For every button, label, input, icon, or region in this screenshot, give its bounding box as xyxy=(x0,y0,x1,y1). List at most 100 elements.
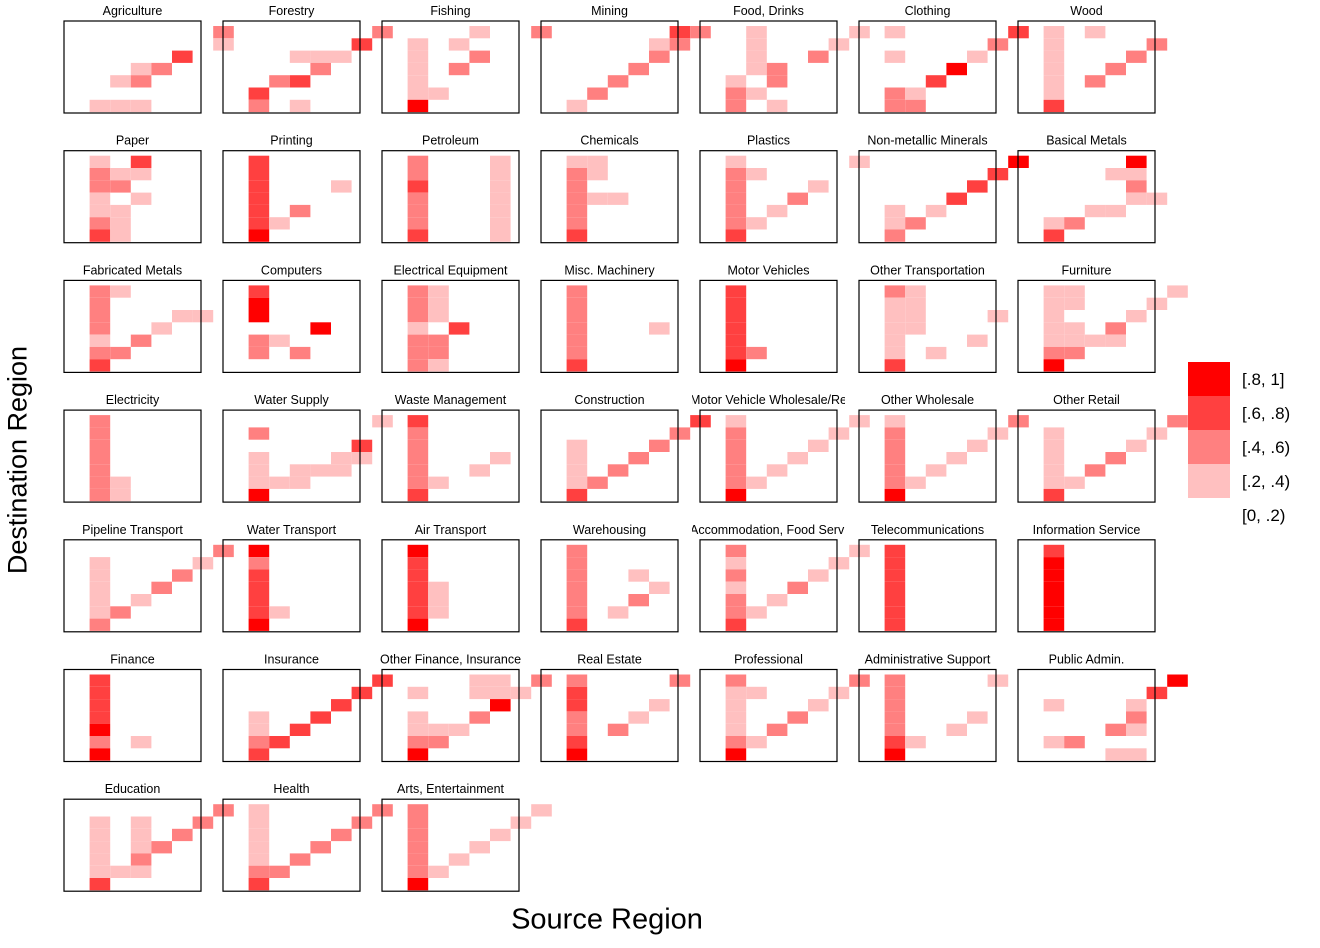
heatmap-cell xyxy=(172,50,193,63)
heatmap-cell xyxy=(289,464,311,477)
heatmap-cell xyxy=(628,594,649,607)
heatmap-cell xyxy=(884,99,906,113)
heatmap-panel: Real Estate xyxy=(540,653,691,763)
heatmap-cell xyxy=(89,686,111,700)
heatmap-cell xyxy=(248,310,270,323)
heatmap-cell xyxy=(428,594,449,607)
heatmap-cell xyxy=(766,723,788,736)
heatmap-cell xyxy=(967,439,988,452)
heatmap-cell xyxy=(428,736,449,749)
heatmap-panel: Chemicals xyxy=(540,134,679,244)
heatmap-cell xyxy=(89,828,111,842)
heatmap-cell xyxy=(607,606,629,619)
heatmap-cell xyxy=(89,217,111,230)
heatmap-cell xyxy=(407,297,429,310)
heatmap-cell xyxy=(808,569,829,582)
heatmap-cell xyxy=(1043,544,1065,558)
heatmap-cell xyxy=(490,217,511,230)
heatmap-cell xyxy=(566,99,588,113)
heatmap-cell xyxy=(428,723,449,736)
heatmap-panel: Motor Vehicle Wholesale/Re xyxy=(692,393,870,503)
heatmap-cell xyxy=(310,322,331,335)
heatmap-cell xyxy=(946,452,967,465)
heatmap-cell xyxy=(110,285,131,298)
heatmap-cell xyxy=(510,816,532,829)
heatmap-panel: Information Service xyxy=(1017,523,1156,633)
heatmap-cell xyxy=(1146,38,1168,51)
heatmap-cell xyxy=(407,204,429,218)
heatmap-panel: Furniture xyxy=(1017,263,1188,373)
heatmap-cell xyxy=(566,557,588,570)
heatmap-cell xyxy=(407,476,429,489)
heatmap-cell xyxy=(566,192,588,205)
heatmap-cell xyxy=(407,180,429,193)
heatmap-cell xyxy=(1146,427,1168,440)
heatmap-cell xyxy=(130,816,152,829)
heatmap-cell xyxy=(884,476,906,489)
panel-title: Paper xyxy=(116,134,149,148)
heatmap-cell xyxy=(925,464,947,477)
heatmap-cell xyxy=(725,359,747,372)
heatmap-cell xyxy=(766,62,788,76)
heatmap-panel: Food, Drinks xyxy=(699,4,870,114)
heatmap-cell xyxy=(269,334,290,347)
heatmap-panel: Petroleum xyxy=(381,134,520,244)
panel-title: Mining xyxy=(591,4,628,18)
heatmap-cell xyxy=(587,168,608,181)
heatmap-cell xyxy=(669,38,691,51)
heatmap-cell xyxy=(725,569,747,582)
heatmap-panel: Fishing xyxy=(381,4,552,114)
heatmap-cell xyxy=(1126,699,1147,712)
heatmap-cell xyxy=(407,310,429,323)
heatmap-cell xyxy=(407,804,429,817)
heatmap-panel: Clothing xyxy=(858,4,1029,114)
panel-frame xyxy=(381,150,520,244)
heatmap-cell xyxy=(351,816,373,829)
panel-title: Air Transport xyxy=(415,523,487,537)
panel-frame xyxy=(222,279,361,373)
heatmap-cell xyxy=(407,38,429,51)
heatmap-cell xyxy=(884,297,906,310)
panel-title: Professional xyxy=(734,653,803,667)
heatmap-cell xyxy=(407,878,429,891)
heatmap-cell xyxy=(407,322,429,335)
heatmap-cell xyxy=(448,322,470,335)
heatmap-cell xyxy=(1043,310,1065,323)
heatmap-cell xyxy=(566,476,588,489)
heatmap-panel: Construction xyxy=(540,393,711,503)
heatmap-cell xyxy=(884,723,906,736)
heatmap-cell xyxy=(1043,217,1065,230)
heatmap-cell xyxy=(884,415,906,428)
heatmap-cell xyxy=(269,736,290,749)
heatmap-cell xyxy=(310,50,331,63)
panel-frame xyxy=(1017,668,1156,763)
panel-title: Warehousing xyxy=(573,523,646,537)
heatmap-cell xyxy=(89,594,111,607)
heatmap-cell xyxy=(725,618,747,631)
heatmap-cell xyxy=(566,217,588,230)
heatmap-cell xyxy=(1043,439,1065,452)
legend-label: [.8, 1] xyxy=(1242,370,1285,389)
heatmap-cell xyxy=(1126,50,1147,63)
heatmap-cell xyxy=(884,427,906,440)
heatmap-cell xyxy=(89,155,111,168)
heatmap-cell xyxy=(248,736,270,749)
heatmap-cell xyxy=(1043,26,1065,39)
heatmap-cell xyxy=(1064,334,1085,347)
heatmap-cell xyxy=(192,816,214,829)
panel-title: Motor Vehicles xyxy=(728,263,810,277)
heatmap-cell xyxy=(884,359,906,372)
heatmap-cell xyxy=(725,439,747,452)
heatmap-panel: Motor Vehicles xyxy=(699,263,838,373)
heatmap-cell xyxy=(1146,192,1168,205)
heatmap-cell xyxy=(1105,452,1126,465)
heatmap-cell xyxy=(725,488,747,502)
panel-title: Other Finance, Insurance xyxy=(380,653,521,667)
heatmap-cell xyxy=(884,464,906,477)
heatmap-cell xyxy=(1084,334,1106,347)
heatmap-cell xyxy=(407,87,429,100)
heatmap-cell xyxy=(248,464,270,477)
heatmap-panel: Non-metallic Minerals xyxy=(858,134,1029,244)
heatmap-cell xyxy=(587,476,608,489)
heatmap-cell xyxy=(884,736,906,749)
